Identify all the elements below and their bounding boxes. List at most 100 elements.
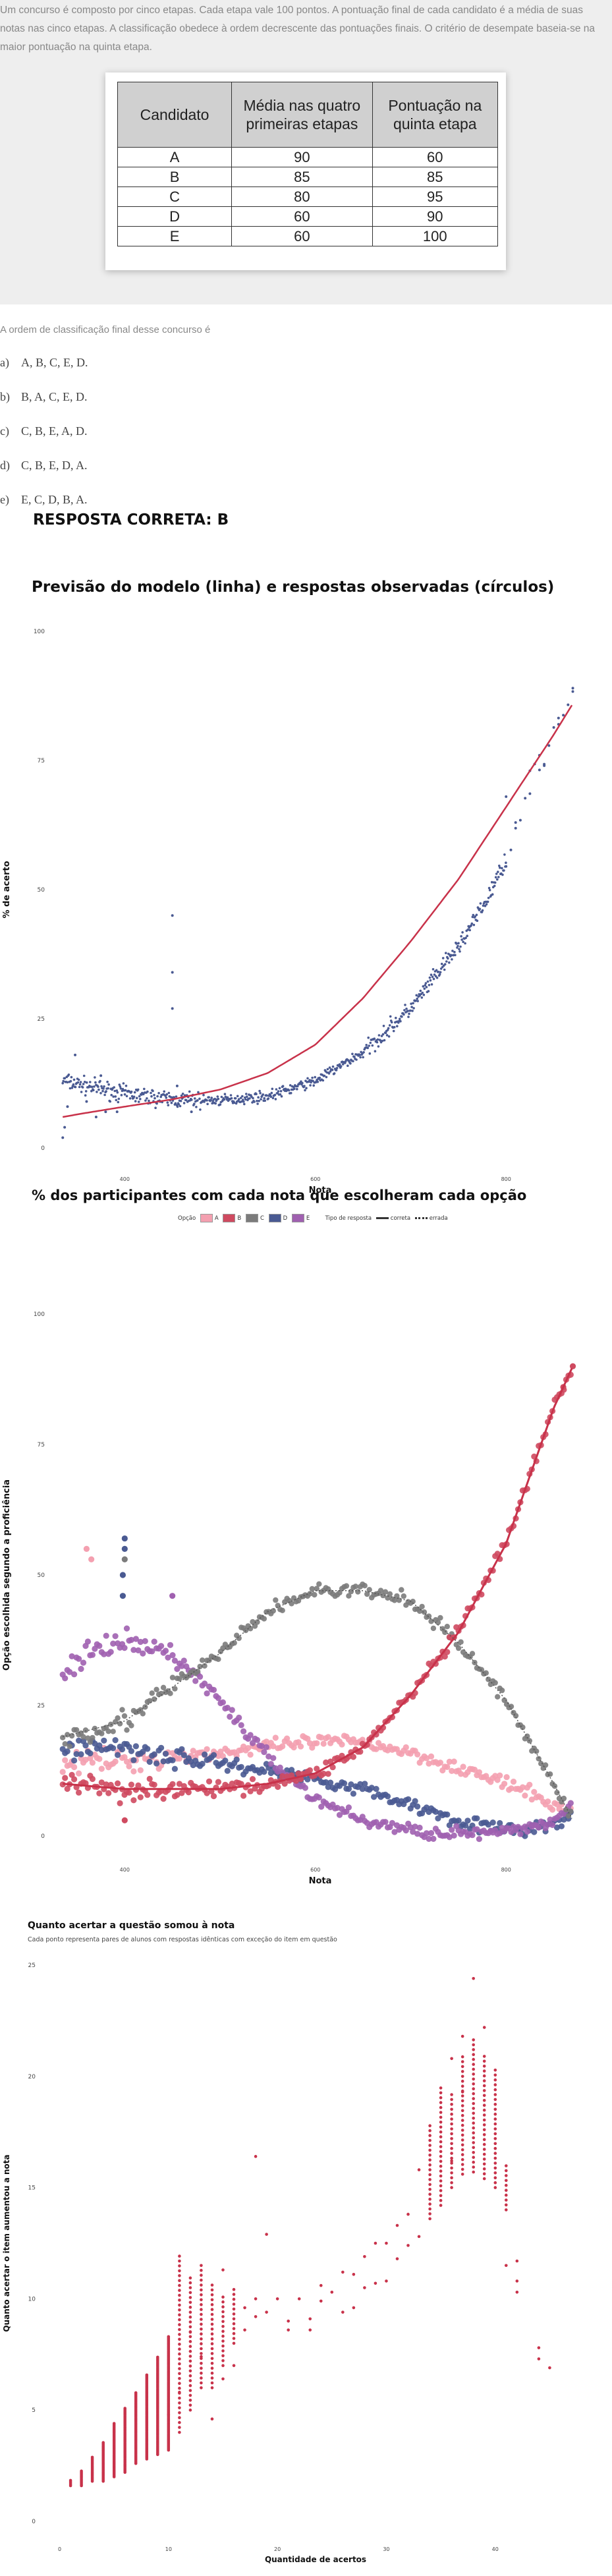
gain-point [472,2097,475,2100]
gain-point [428,2188,431,2191]
observed-point [505,795,508,798]
observed-point [277,1090,280,1093]
option-e-point [254,1736,261,1743]
gain-point [385,2241,388,2245]
option-d-point [110,1745,117,1752]
gain-point [210,2328,214,2331]
y-tick-label: 0 [32,2519,36,2525]
observed-point [182,1102,186,1104]
observed-point [216,1095,219,1098]
option-a-point [126,1763,132,1769]
gain-point [505,2203,508,2207]
gain-point [472,2053,475,2056]
option-c-point [73,1727,80,1733]
option-d-point [261,1769,267,1775]
option-a[interactable]: a) A, B, C, E, D. [0,356,88,370]
observed-point [468,929,471,932]
observed-point [434,975,437,978]
option-c-point [117,1721,123,1727]
table-cell: 85 [231,167,373,187]
option-d[interactable]: d) C, B, E, D, A. [0,459,88,472]
gain-point [200,2381,203,2385]
table-cell: 80 [231,186,373,207]
observed-point [279,1093,282,1096]
observed-point [514,826,517,830]
option-e-point [107,1649,114,1655]
option-d-point [432,1808,439,1815]
gain-point [439,2155,443,2158]
option-e-point [515,1823,522,1830]
gain-point [515,2259,519,2263]
observed-point [359,1056,362,1059]
observed-point [271,1097,275,1100]
option-e-point [336,1812,343,1818]
option-b-point [306,1767,313,1773]
option-e-point [179,1663,185,1669]
observed-point [293,1087,296,1090]
observed-point [396,1025,399,1027]
observed-point [133,1091,136,1094]
observed-point [229,1094,233,1097]
gain-point [428,2197,431,2201]
option-c-point [455,1645,462,1651]
option-c-point [160,1684,167,1690]
observed-point [439,971,442,974]
option-d-point [368,1785,375,1791]
option-b-point [176,1781,182,1787]
gain-point [428,2178,431,2181]
option-c-point [499,1687,505,1694]
legend-label: errada [429,1215,448,1222]
gain-point [482,2069,486,2073]
gain-point [200,2322,203,2326]
option-a-point [510,1779,517,1785]
gain-point [69,2478,72,2482]
gain-point [188,2355,192,2358]
observed-point [66,1081,69,1084]
gain-point [505,2183,508,2187]
observed-point [91,1085,94,1089]
observed-point [296,1087,298,1091]
gain-point [493,2152,497,2155]
observed-point [503,869,505,872]
observed-point [321,1079,325,1082]
observed-point [214,1102,217,1105]
gain-point [472,2077,475,2081]
observed-point [292,1085,295,1089]
option-b-point [314,1765,320,1772]
observed-point [153,1093,155,1097]
observed-point [362,1051,365,1054]
observed-point [562,714,565,717]
option-c[interactable]: c) C, B, E, A, D. [0,424,88,438]
gain-point [200,2278,203,2282]
option-b[interactable]: b) B, A, C, E, D. [0,390,88,404]
gain-point [188,2393,192,2397]
gain-point [200,2283,203,2287]
observed-point [190,1099,193,1101]
gain-point [80,2469,83,2473]
gain-point [254,2315,258,2318]
gain-point [200,2264,203,2268]
option-d-point [96,1742,103,1749]
option-c-point [520,1724,526,1731]
observed-point [211,1102,214,1104]
gain-point [221,2295,225,2299]
gain-point [178,2390,181,2394]
option-c-point [67,1743,72,1750]
option-c-point [119,1707,125,1713]
gain-point [493,2117,497,2121]
option-e-point [227,1713,233,1720]
gain-point [493,2156,497,2160]
option-e[interactable]: e) E, C, D, B, A. [0,493,88,507]
legend-option-title: Opção [178,1215,196,1222]
option-e-point [508,1829,515,1835]
gain-point [450,2171,453,2175]
observed-point [246,1095,248,1098]
observed-point [136,1088,140,1091]
table-row: C 80 95 [117,186,499,207]
observed-point [451,950,454,952]
option-c-point [60,1734,66,1740]
observed-point [116,1091,119,1094]
observed-point [76,1081,80,1084]
table-cell: 85 [372,167,499,187]
gain-point [493,2146,497,2150]
